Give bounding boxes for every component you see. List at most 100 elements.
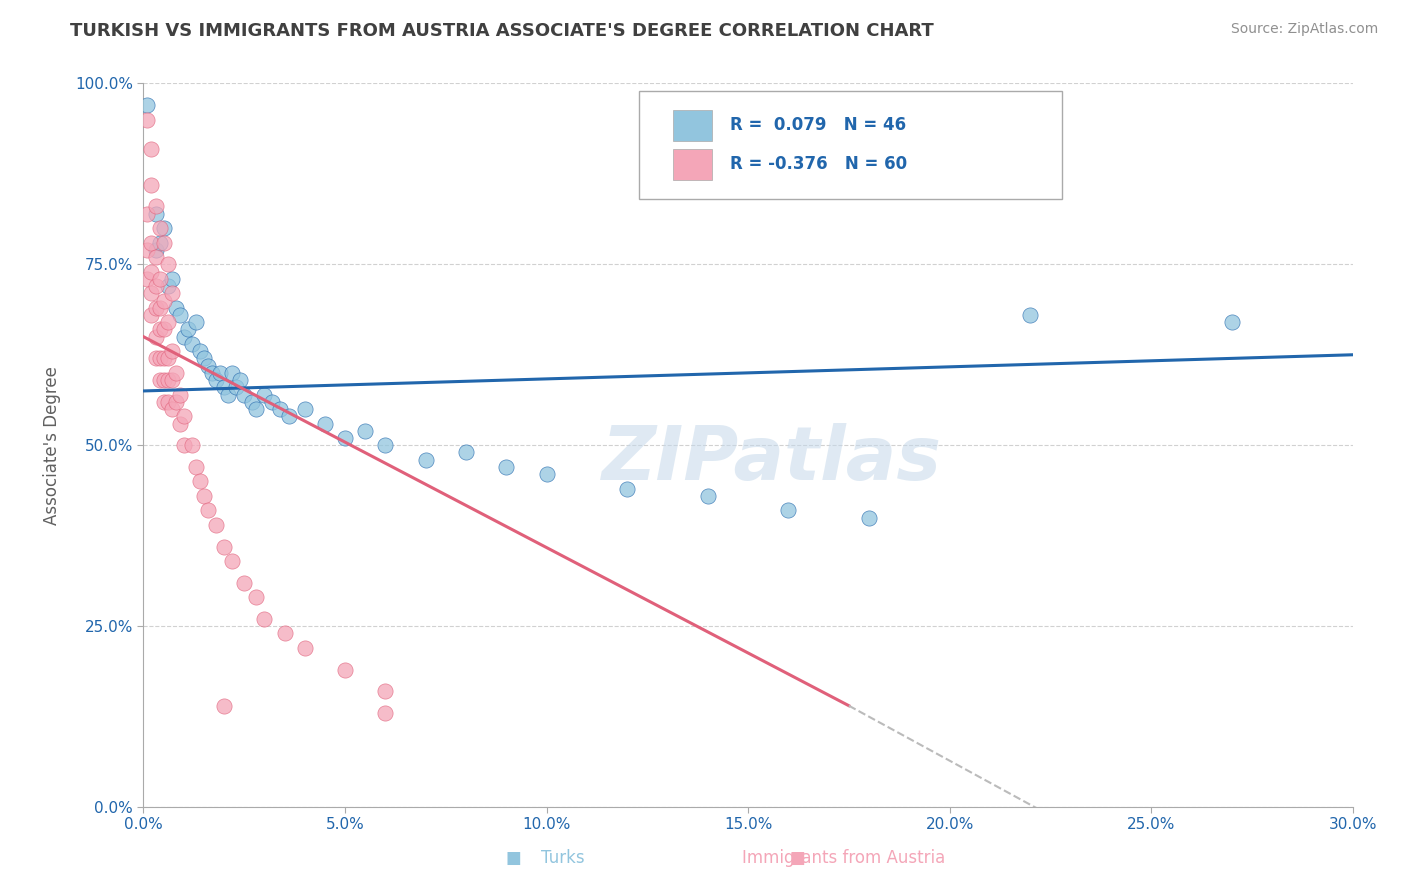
Point: [160, 272, 183, 286]
Point: [156, 315, 179, 329]
Point: [314, 417, 336, 431]
Point: [148, 351, 170, 366]
Point: [1019, 308, 1042, 322]
Point: [616, 482, 638, 496]
Point: [374, 706, 396, 720]
Point: [160, 402, 183, 417]
Point: [294, 640, 316, 655]
Point: [180, 337, 202, 351]
Point: [233, 575, 256, 590]
Point: [169, 387, 191, 401]
Point: [454, 445, 477, 459]
Point: [160, 373, 183, 387]
Point: [778, 503, 800, 517]
Point: [253, 387, 276, 401]
Point: [201, 366, 224, 380]
Point: [205, 373, 228, 387]
Point: [148, 235, 170, 250]
Point: [1220, 315, 1243, 329]
Point: [165, 366, 187, 380]
Point: [136, 98, 159, 112]
Point: [141, 235, 163, 250]
Text: Immigrants from Austria: Immigrants from Austria: [742, 849, 945, 867]
Point: [180, 438, 202, 452]
Point: [273, 626, 295, 640]
Point: [225, 380, 247, 394]
Point: [262, 394, 284, 409]
Point: [136, 243, 159, 257]
Text: TURKISH VS IMMIGRANTS FROM AUSTRIA ASSOCIATE'S DEGREE CORRELATION CHART: TURKISH VS IMMIGRANTS FROM AUSTRIA ASSOC…: [70, 22, 934, 40]
Point: [374, 438, 396, 452]
Point: [152, 351, 174, 366]
Point: [173, 438, 195, 452]
Point: [173, 409, 195, 424]
FancyBboxPatch shape: [673, 149, 711, 179]
Point: [145, 329, 167, 343]
Point: [188, 475, 211, 489]
Point: [269, 402, 291, 417]
Point: [205, 517, 228, 532]
Point: [495, 459, 517, 474]
Point: [333, 663, 356, 677]
Point: [145, 207, 167, 221]
Point: [229, 373, 252, 387]
Text: ■: ■: [789, 849, 806, 867]
Point: [212, 380, 235, 394]
Point: [354, 424, 377, 438]
Point: [240, 394, 263, 409]
Text: R =  0.079   N = 46: R = 0.079 N = 46: [730, 116, 905, 135]
Point: [212, 698, 235, 713]
Text: Source: ZipAtlas.com: Source: ZipAtlas.com: [1230, 22, 1378, 37]
Point: [177, 322, 200, 336]
Point: [696, 489, 718, 503]
FancyBboxPatch shape: [673, 111, 711, 141]
Point: [374, 684, 396, 698]
Point: [141, 286, 163, 301]
Point: [858, 510, 880, 524]
Point: [245, 402, 267, 417]
Point: [156, 351, 179, 366]
Point: [165, 394, 187, 409]
Point: [148, 221, 170, 235]
FancyBboxPatch shape: [640, 91, 1063, 199]
Point: [160, 344, 183, 359]
Text: ZIPatlas: ZIPatlas: [602, 423, 942, 496]
Point: [136, 207, 159, 221]
Point: [152, 373, 174, 387]
Point: [145, 250, 167, 264]
Point: [156, 394, 179, 409]
Text: R = -0.376   N = 60: R = -0.376 N = 60: [730, 155, 907, 173]
Point: [197, 503, 219, 517]
Text: ■: ■: [505, 849, 522, 867]
Point: [294, 402, 316, 417]
Point: [152, 394, 174, 409]
Point: [145, 279, 167, 293]
Point: [165, 301, 187, 315]
Point: [145, 351, 167, 366]
Point: [193, 351, 215, 366]
Point: [217, 387, 239, 401]
Point: [141, 264, 163, 278]
Point: [221, 366, 243, 380]
Point: [141, 142, 163, 156]
Point: [208, 366, 231, 380]
Point: [184, 315, 207, 329]
Point: [156, 279, 179, 293]
Point: [152, 293, 174, 308]
Point: [148, 272, 170, 286]
Point: [173, 329, 195, 343]
Point: [169, 417, 191, 431]
Point: [233, 387, 256, 401]
Point: [145, 199, 167, 213]
Point: [253, 612, 276, 626]
Point: [169, 308, 191, 322]
Point: [277, 409, 299, 424]
Point: [148, 322, 170, 336]
Point: [536, 467, 558, 482]
Point: [136, 272, 159, 286]
Point: [415, 452, 437, 467]
Text: Turks: Turks: [540, 849, 585, 867]
Point: [141, 308, 163, 322]
Point: [156, 257, 179, 271]
Point: [152, 221, 174, 235]
